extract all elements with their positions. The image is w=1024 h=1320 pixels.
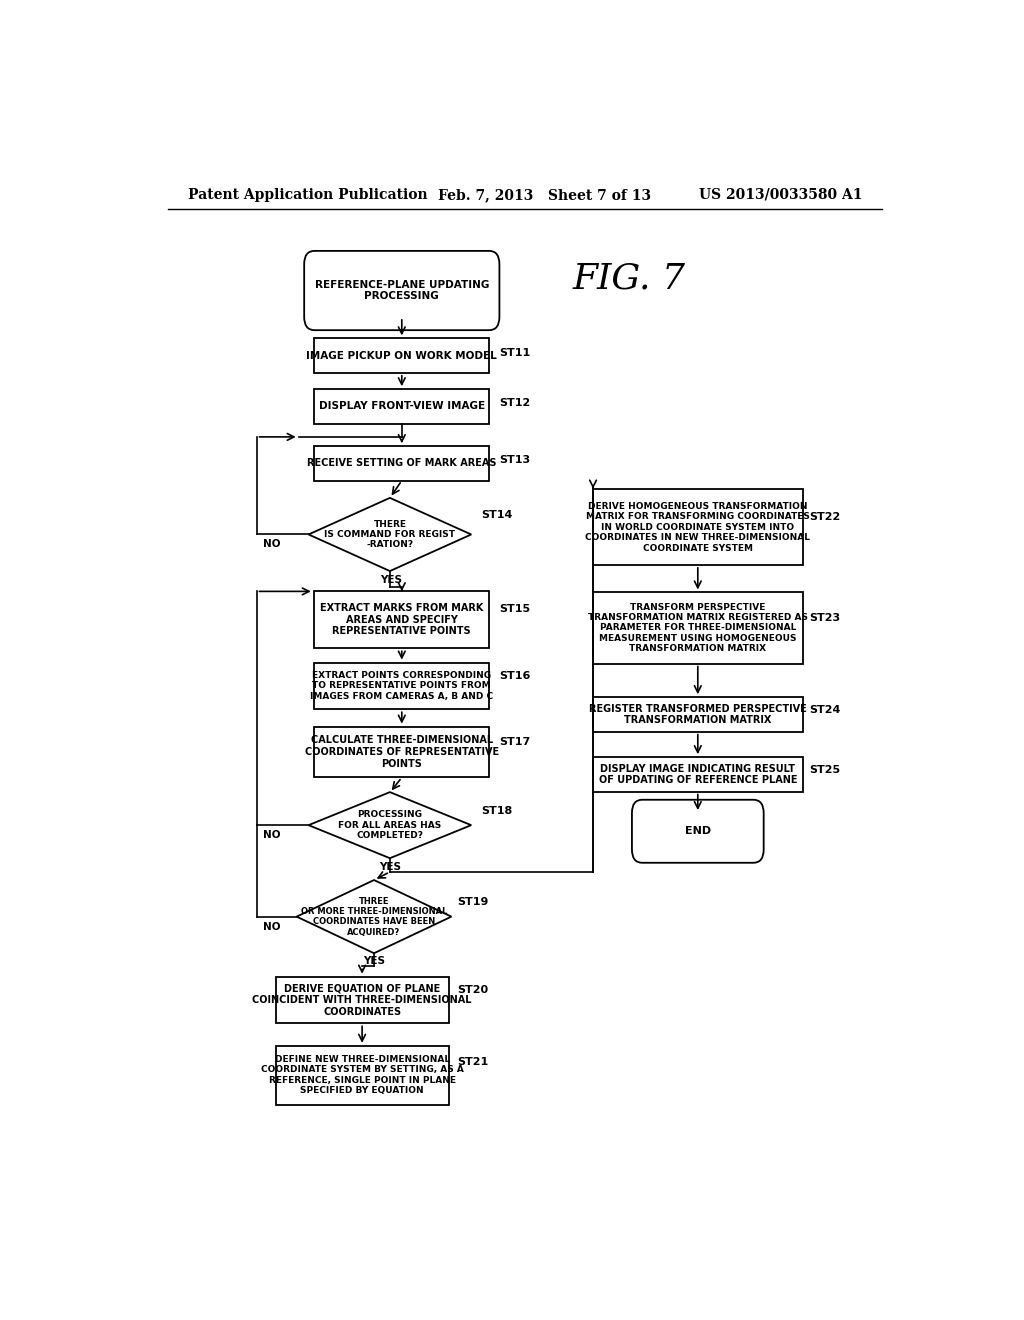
FancyBboxPatch shape [304, 251, 500, 330]
Text: THERE
IS COMMAND FOR REGIST
-RATION?: THERE IS COMMAND FOR REGIST -RATION? [325, 520, 456, 549]
Text: DISPLAY FRONT-VIEW IMAGE: DISPLAY FRONT-VIEW IMAGE [318, 401, 484, 412]
Text: CALCULATE THREE-DIMENSIONAL
COORDINATES OF REPRESENTATIVE
POINTS: CALCULATE THREE-DIMENSIONAL COORDINATES … [305, 735, 499, 768]
Bar [314, 389, 489, 424]
Text: ST16: ST16 [500, 671, 530, 681]
Text: ST19: ST19 [458, 898, 488, 907]
Text: NO: NO [263, 830, 281, 841]
Bar [314, 663, 489, 709]
Text: Feb. 7, 2013   Sheet 7 of 13: Feb. 7, 2013 Sheet 7 of 13 [437, 187, 650, 202]
Text: TRANSFORM PERSPECTIVE
TRANSFORMATION MATRIX REGISTERED AS
PARAMETER FOR THREE-DI: TRANSFORM PERSPECTIVE TRANSFORMATION MAT… [588, 603, 808, 653]
Bar [593, 758, 803, 792]
Text: ST14: ST14 [481, 510, 513, 520]
Text: EXTRACT MARKS FROM MARK
AREAS AND SPECIFY
REPRESENTATIVE POINTS: EXTRACT MARKS FROM MARK AREAS AND SPECIF… [321, 603, 483, 636]
Bar [314, 338, 489, 372]
Bar [593, 697, 803, 731]
Text: ST15: ST15 [500, 603, 530, 614]
Text: NO: NO [263, 539, 281, 549]
Text: PROCESSING
FOR ALL AREAS HAS
COMPLETED?: PROCESSING FOR ALL AREAS HAS COMPLETED? [338, 810, 441, 840]
FancyBboxPatch shape [632, 800, 764, 863]
Text: END: END [685, 826, 711, 837]
Bar [593, 593, 803, 664]
Text: US 2013/0033580 A1: US 2013/0033580 A1 [699, 187, 863, 202]
Text: ST22: ST22 [809, 512, 840, 523]
Polygon shape [297, 880, 452, 953]
Text: ST18: ST18 [481, 807, 512, 816]
Bar [593, 490, 803, 565]
Text: ST20: ST20 [458, 985, 488, 995]
Text: NO: NO [263, 921, 281, 932]
Text: ST11: ST11 [500, 347, 530, 358]
Text: ST17: ST17 [500, 737, 530, 747]
Bar [275, 977, 449, 1023]
Text: ST12: ST12 [500, 399, 530, 408]
Text: ST25: ST25 [809, 766, 840, 775]
Text: IMAGE PICKUP ON WORK MODEL: IMAGE PICKUP ON WORK MODEL [306, 351, 498, 360]
Text: YES: YES [380, 576, 402, 585]
Text: EXTRACT POINTS CORRESPONDING
TO REPRESENTATIVE POINTS FROM
IMAGES FROM CAMERAS A: EXTRACT POINTS CORRESPONDING TO REPRESEN… [310, 671, 494, 701]
Bar [314, 446, 489, 480]
Text: THREE
OR MORE THREE-DIMENSIONAL
COORDINATES HAVE BEEN
ACQUIRED?: THREE OR MORE THREE-DIMENSIONAL COORDINA… [301, 896, 447, 937]
Text: YES: YES [379, 862, 400, 871]
Bar [314, 591, 489, 648]
Text: RECEIVE SETTING OF MARK AREAS: RECEIVE SETTING OF MARK AREAS [307, 458, 497, 469]
Text: REGISTER TRANSFORMED PERSPECTIVE
TRANSFORMATION MATRIX: REGISTER TRANSFORMED PERSPECTIVE TRANSFO… [589, 704, 807, 725]
Text: ST24: ST24 [809, 705, 841, 715]
Text: YES: YES [362, 957, 385, 966]
Text: ST23: ST23 [809, 612, 840, 623]
Text: DEFINE NEW THREE-DIMENSIONAL
COORDINATE SYSTEM BY SETTING, AS A
REFERENCE, SINGL: DEFINE NEW THREE-DIMENSIONAL COORDINATE … [261, 1055, 464, 1096]
Polygon shape [308, 498, 471, 572]
Text: DERIVE EQUATION OF PLANE
COINCIDENT WITH THREE-DIMENSIONAL
COORDINATES: DERIVE EQUATION OF PLANE COINCIDENT WITH… [252, 983, 472, 1016]
Text: DERIVE HOMOGENEOUS TRANSFORMATION
MATRIX FOR TRANSFORMING COORDINATES
IN WORLD C: DERIVE HOMOGENEOUS TRANSFORMATION MATRIX… [586, 502, 810, 553]
Text: ST21: ST21 [458, 1057, 488, 1067]
Text: DISPLAY IMAGE INDICATING RESULT
OF UPDATING OF REFERENCE PLANE: DISPLAY IMAGE INDICATING RESULT OF UPDAT… [599, 763, 797, 785]
Text: FIG. 7: FIG. 7 [572, 261, 685, 296]
Text: REFERENCE-PLANE UPDATING
PROCESSING: REFERENCE-PLANE UPDATING PROCESSING [314, 280, 489, 301]
Polygon shape [308, 792, 471, 858]
Bar [314, 726, 489, 777]
Bar [275, 1045, 449, 1105]
Text: ST13: ST13 [500, 455, 530, 465]
Text: Patent Application Publication: Patent Application Publication [187, 187, 427, 202]
